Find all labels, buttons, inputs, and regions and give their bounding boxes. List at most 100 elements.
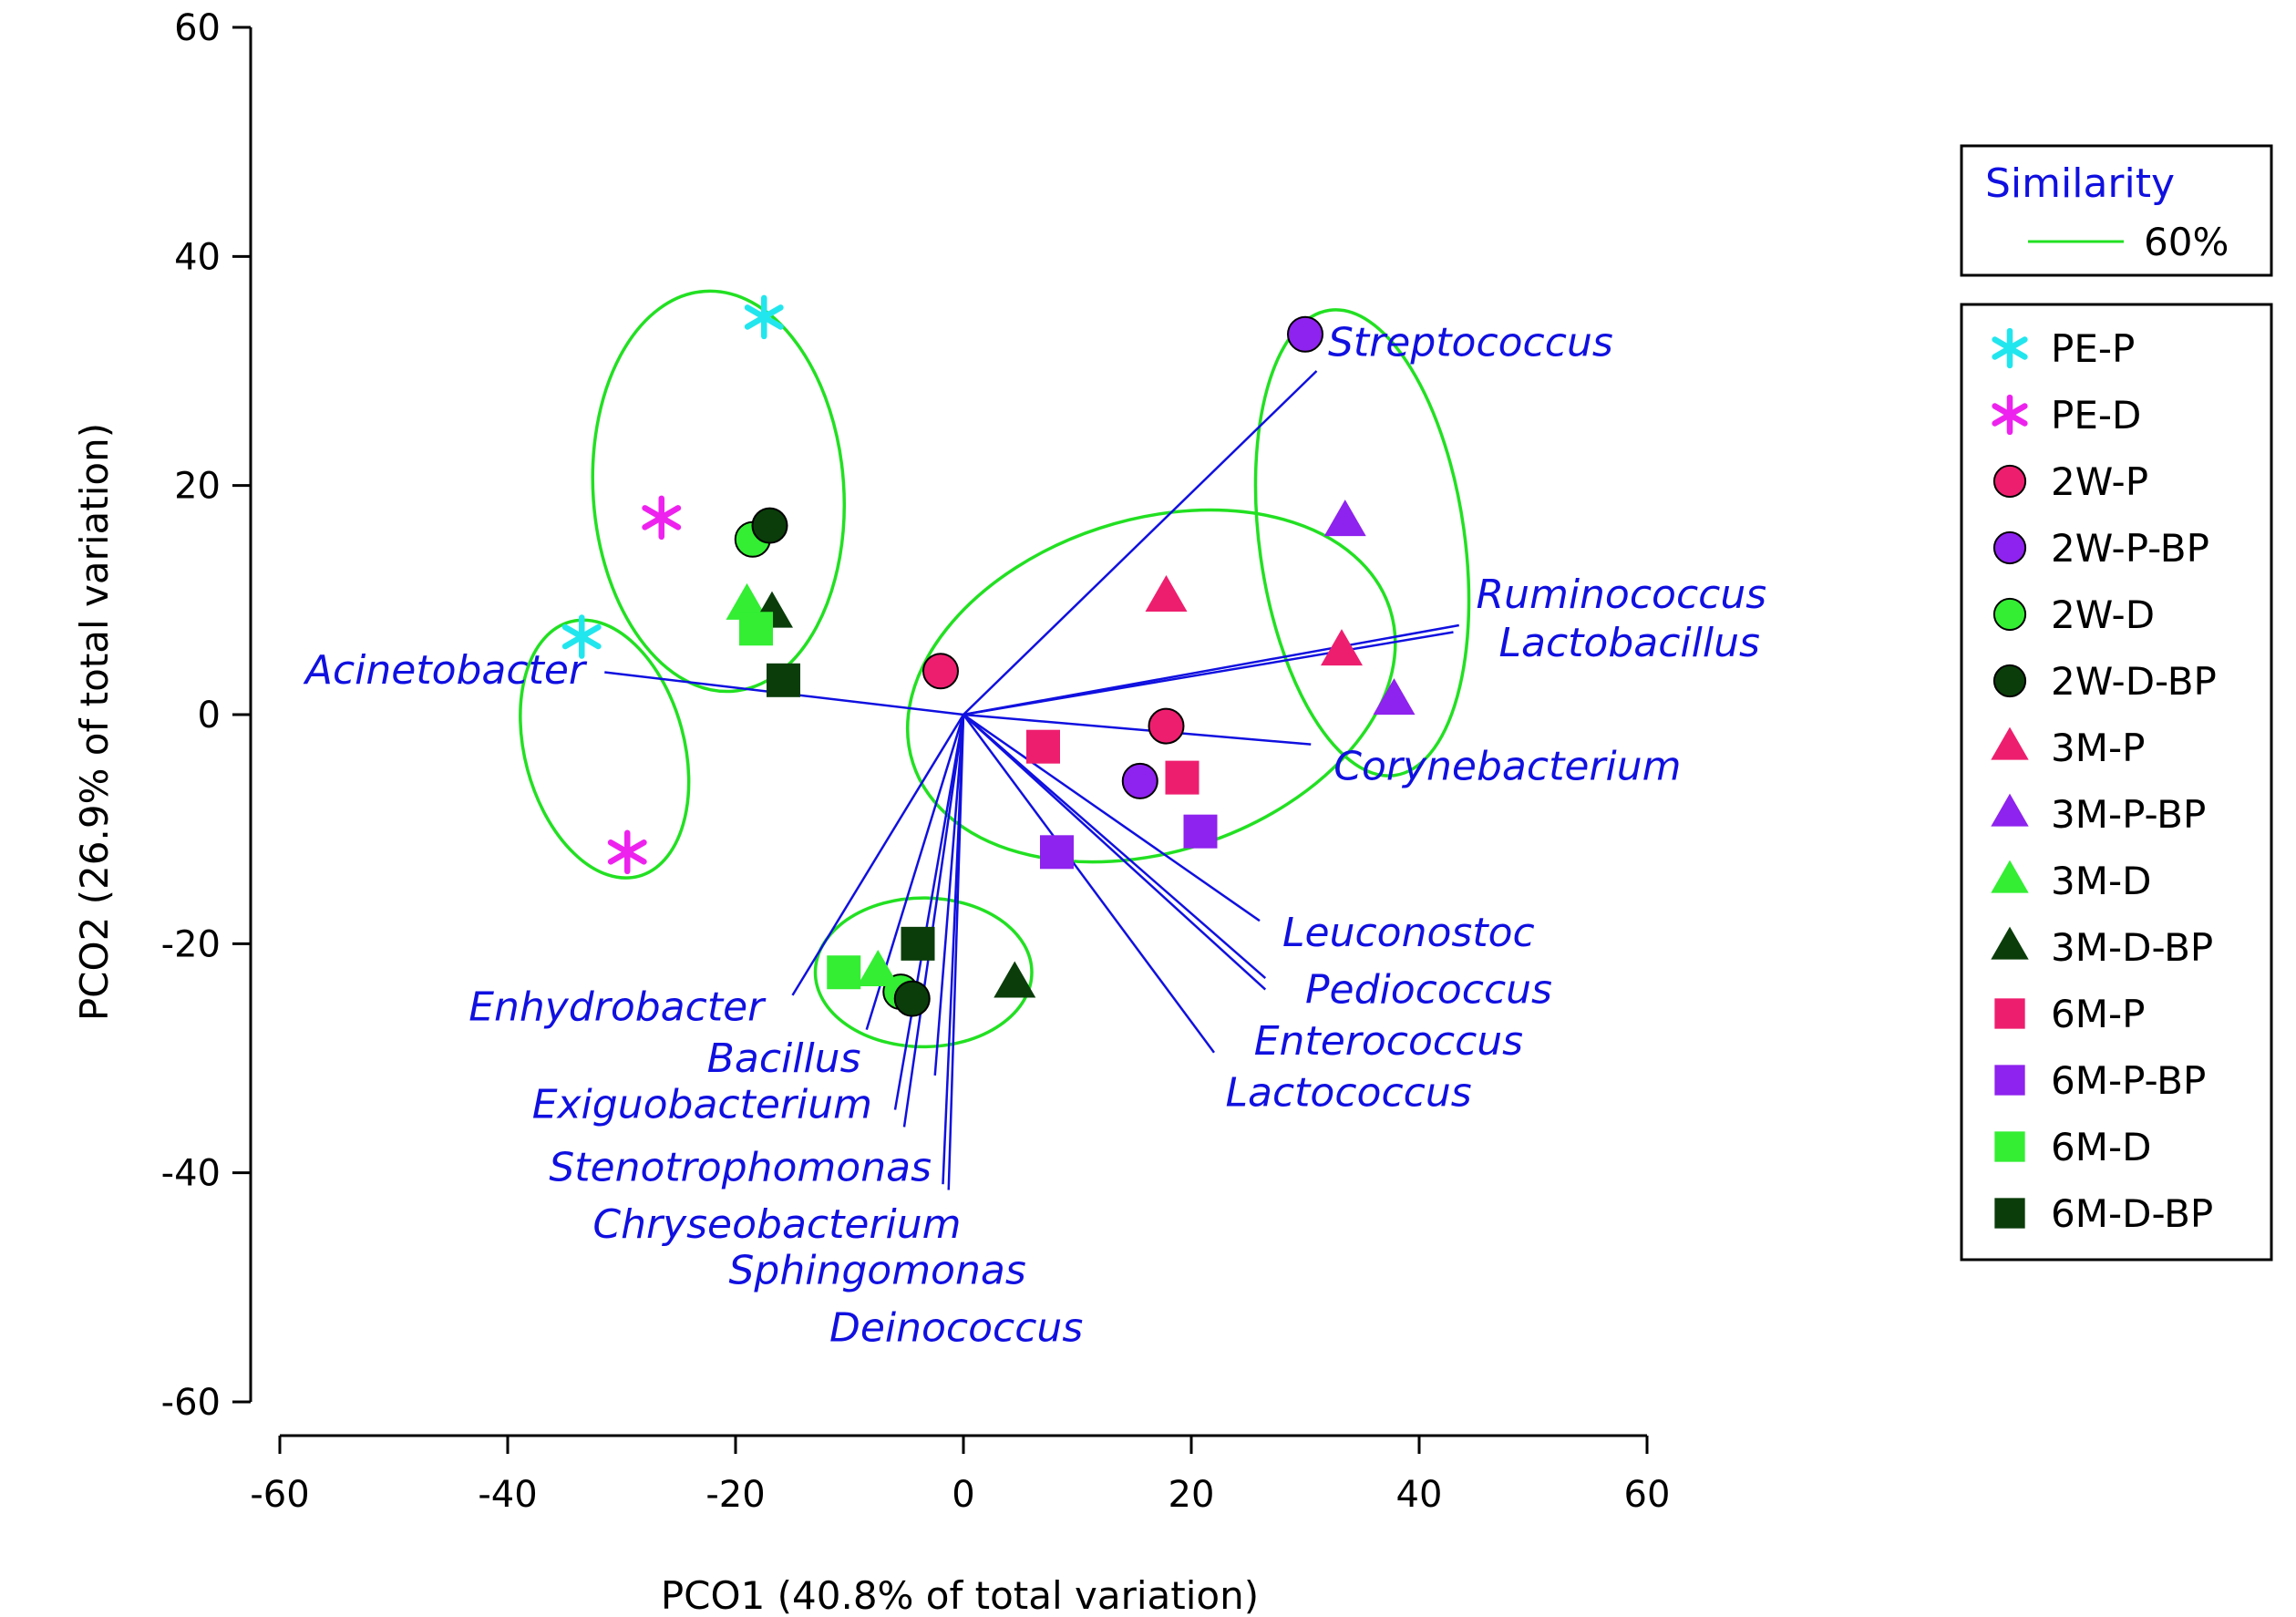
x-tick-label: -20 — [705, 1474, 765, 1516]
legend-label: 3M-D-BP — [2051, 925, 2213, 970]
similarity-ellipse — [519, 618, 691, 880]
similarity-ellipse — [1253, 308, 1471, 778]
vector-label: Exiguobacterium — [532, 1081, 872, 1128]
legend-marker — [1994, 1131, 2025, 1162]
legend-marker — [1991, 726, 2029, 760]
legend-marker — [1991, 926, 2029, 960]
similarity-ellipse — [813, 896, 1034, 1049]
similarity-legend: Similarity 60% — [1960, 144, 2273, 277]
legend-marker — [1992, 464, 2027, 499]
vector-line — [963, 631, 1454, 716]
data-point — [642, 495, 682, 541]
data-points — [561, 294, 1416, 1017]
data-point — [1026, 729, 1060, 764]
vector-label: Sphingomonas — [728, 1247, 1025, 1293]
legend-label: 6M-P — [2051, 992, 2145, 1036]
legend-label: 3M-P — [2051, 726, 2145, 770]
legend-marker — [1994, 1198, 2025, 1229]
data-point — [893, 980, 931, 1017]
vector-line — [963, 714, 1267, 991]
legend-label: 6M-P-BP — [2051, 1058, 2206, 1103]
axes: -60 -40 -20 0 20 40 60 -60 -40 -20 0 20 40 60 — [161, 7, 1671, 1516]
series-legend: PE-P PE-D 2W-P 2W-P-BP 2W-D 2W-D-BP 3M-P 3M-P-B… — [1960, 303, 2273, 1262]
data-point — [607, 829, 647, 875]
y-tick-label: 60 — [174, 7, 221, 49]
data-point — [1145, 575, 1188, 613]
legend-marker — [1992, 664, 2027, 698]
asterisk-stroke — [561, 623, 602, 650]
vector-line — [962, 714, 1216, 1054]
legend-label: PE-D — [2051, 393, 2141, 438]
x-axis-title: PCO1 (40.8% of total variation) — [661, 1573, 1259, 1617]
similarity-ellipse — [591, 289, 847, 694]
legend-label: 3M-D — [2051, 859, 2151, 903]
asterisk-stroke — [607, 839, 647, 865]
legend-marker — [1994, 1065, 2025, 1096]
similarity-legend-title: Similarity — [1985, 160, 2175, 207]
vector-line — [893, 714, 965, 1110]
asterisk-stroke — [744, 304, 784, 330]
data-point — [827, 955, 861, 990]
y-axis-title: PCO2 (26.9% of total variation) — [72, 423, 117, 1021]
vector-line — [963, 714, 1267, 979]
y-tick-label: -20 — [161, 923, 221, 965]
data-point — [744, 294, 784, 340]
vector-label: Lactococcus — [1226, 1070, 1472, 1117]
vector-label: Streptococcus — [1328, 320, 1613, 366]
y-tick-label: -40 — [161, 1153, 221, 1195]
vector-label: Corynebacterium — [1333, 744, 1681, 790]
data-point — [1373, 678, 1416, 716]
data-point — [1165, 760, 1199, 795]
x-tick-label: 0 — [952, 1474, 974, 1516]
y-tick-label: 0 — [198, 695, 221, 736]
data-point — [739, 612, 773, 646]
x-tick-label: -40 — [478, 1474, 537, 1516]
vector-line — [963, 713, 1312, 746]
legend-label: 6M-D-BP — [2051, 1191, 2213, 1236]
vector-label: Lactobacillus — [1499, 620, 1760, 666]
asterisk-stroke — [1992, 336, 2028, 360]
vector-line — [963, 713, 1261, 922]
legend-label: 2W-P — [2051, 459, 2148, 504]
x-tick-label: 60 — [1624, 1474, 1671, 1516]
legend-label: PE-P — [2051, 326, 2135, 371]
legend-label: 3M-P-BP — [2051, 792, 2206, 837]
vector-label: Stenotrophomonas — [549, 1144, 932, 1190]
legend-marker — [1992, 530, 2027, 565]
legend-label: 2W-D-BP — [2051, 659, 2217, 704]
vector-line — [963, 370, 1318, 716]
vector-label: Deinococcus — [829, 1304, 1083, 1351]
vector-line — [947, 714, 965, 1190]
data-point — [1148, 707, 1185, 745]
vector-label: Enterococcus — [1254, 1018, 1523, 1065]
y-tick-label: -60 — [161, 1382, 221, 1424]
x-tick-label: 40 — [1396, 1474, 1443, 1516]
vector-line — [791, 714, 965, 996]
legend-label: 2W-D — [2051, 592, 2155, 637]
data-point — [1040, 835, 1074, 870]
data-point — [1321, 629, 1363, 666]
data-point — [767, 663, 800, 697]
asterisk-stroke — [642, 505, 682, 530]
data-point — [1121, 762, 1158, 799]
vector-label: Enhydrobacter — [468, 984, 767, 1030]
legend-marker — [1992, 597, 2027, 632]
y-tick-label: 40 — [174, 236, 221, 278]
data-point — [857, 949, 900, 986]
x-tick-label: -60 — [250, 1474, 309, 1516]
data-point — [994, 961, 1036, 998]
y-tick-label: 20 — [174, 466, 221, 508]
legend-label: 2W-P-BP — [2051, 526, 2209, 571]
vector-label: Leuconostoc — [1282, 910, 1535, 956]
series-legend-box — [1960, 303, 2273, 1262]
data-point — [1323, 500, 1366, 537]
asterisk-stroke — [1992, 403, 2028, 427]
legend-marker — [1991, 860, 2029, 893]
x-tick-label: 20 — [1169, 1474, 1215, 1516]
vector-label: Acinetobacter — [303, 647, 588, 694]
vector-label: Pediococcus — [1305, 967, 1552, 1014]
vector-label: Ruminococcus — [1477, 572, 1767, 618]
data-point — [751, 507, 788, 544]
